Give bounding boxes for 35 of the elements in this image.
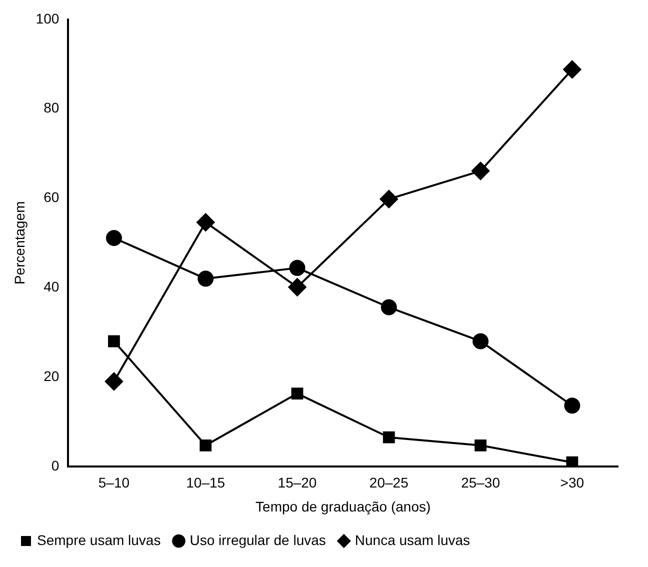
point bbox=[380, 299, 397, 316]
point bbox=[474, 439, 486, 452]
point bbox=[563, 60, 582, 78]
point bbox=[291, 388, 304, 400]
y-tick-label: 100 bbox=[36, 10, 60, 26]
y-tick-label: 40 bbox=[44, 278, 60, 294]
x-tick-label: 10–15 bbox=[186, 474, 226, 491]
legend-label: Uso irregular de luvas bbox=[190, 532, 326, 548]
x-tick-label: >30 bbox=[560, 474, 584, 491]
point bbox=[106, 230, 122, 246]
point bbox=[380, 190, 398, 208]
x-tick-label: 25–30 bbox=[461, 474, 500, 491]
x-tick-label: 20–25 bbox=[369, 474, 409, 491]
x-tick-label: 15–20 bbox=[278, 474, 317, 491]
y-tick-label: 20 bbox=[44, 368, 60, 384]
y-tick-label: 0 bbox=[51, 457, 60, 474]
point bbox=[564, 398, 580, 414]
point bbox=[104, 372, 123, 390]
y-tick-label: 60 bbox=[44, 189, 60, 206]
y-tick-label: 80 bbox=[44, 100, 60, 116]
x-axis-title: Tempo de graduação (anos) bbox=[256, 498, 431, 514]
point bbox=[108, 335, 120, 348]
point bbox=[472, 162, 490, 180]
point bbox=[289, 260, 306, 276]
x-tick-label: 5–10 bbox=[98, 474, 130, 491]
legend-label: Sempre usam luvas bbox=[37, 532, 161, 548]
point bbox=[198, 270, 214, 287]
point bbox=[566, 456, 578, 466]
point bbox=[288, 278, 306, 296]
point bbox=[196, 213, 215, 232]
y-axis-title: Percentagem bbox=[11, 201, 28, 285]
legend-label: Nunca usam luvas bbox=[354, 532, 470, 548]
point bbox=[472, 333, 489, 350]
point bbox=[382, 431, 395, 444]
point bbox=[200, 439, 212, 452]
